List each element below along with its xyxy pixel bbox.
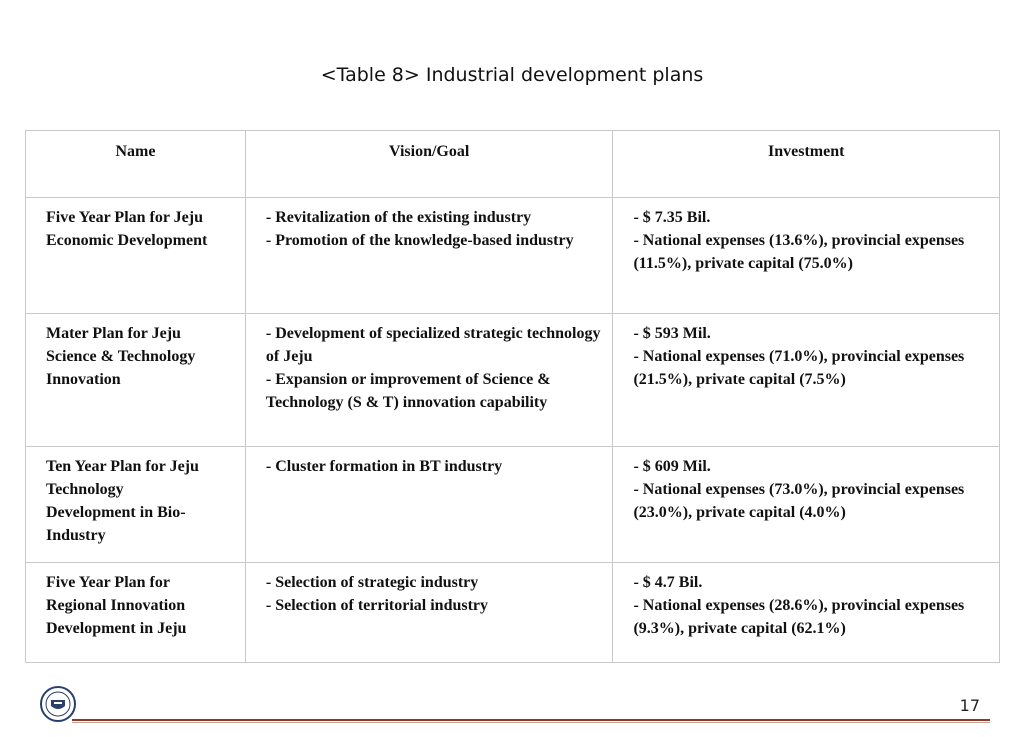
vision-cell: - Development of specialized strategic t… — [244, 313, 614, 447]
investment-cell: - $ 4.7 Bil. - National expenses (28.6%)… — [612, 562, 1000, 663]
footer-divider — [72, 719, 990, 721]
investment-amount: - $ 593 Mil. — [633, 325, 711, 342]
investment-breakdown: - National expenses (73.0%), provincial … — [633, 481, 965, 521]
page-title: <Table 8> Industrial development plans — [320, 64, 704, 86]
plan-name-cell: Five Year Plan for Jeju Economic Develop… — [25, 197, 246, 314]
plan-name-cell: Five Year Plan for Regional Innovation D… — [25, 562, 246, 663]
table-row: Five Year Plan for Regional Innovation D… — [25, 562, 1000, 663]
vision-line: - Promotion of the knowledge-based indus… — [265, 232, 574, 249]
table-row: Five Year Plan for Jeju Economic Develop… — [25, 197, 1000, 314]
investment-amount: - $ 7.35 Bil. — [633, 209, 711, 226]
footer-divider-thin — [72, 722, 990, 723]
vision-line: - Cluster formation in BT industry — [265, 458, 503, 475]
vision-line: - Selection of strategic industry — [265, 574, 479, 591]
plan-name-cell: Mater Plan for Jeju Science & Technology… — [25, 313, 246, 447]
investment-cell: - $ 7.35 Bil. - National expenses (13.6%… — [612, 197, 1000, 314]
investment-amount: - $ 609 Mil. — [633, 458, 711, 475]
header-vision-goal: Vision/Goal — [244, 130, 614, 198]
investment-breakdown: - National expenses (13.6%), provincial … — [633, 232, 965, 272]
table-row: Ten Year Plan for Jeju Technology Develo… — [25, 446, 1000, 563]
investment-breakdown: - National expenses (71.0%), provincial … — [633, 348, 965, 388]
industrial-plans-table: Name Vision/Goal Investment Five Year Pl… — [25, 130, 1000, 663]
vision-cell: - Revitalization of the existing industr… — [244, 197, 614, 314]
vision-line: - Development of specialized strategic t… — [265, 325, 601, 365]
investment-cell: - $ 593 Mil. - National expenses (71.0%)… — [612, 313, 1000, 447]
university-seal-icon — [40, 686, 76, 722]
vision-line: - Selection of territorial industry — [265, 597, 489, 614]
investment-amount: - $ 4.7 Bil. — [633, 574, 703, 591]
header-investment: Investment — [612, 130, 1000, 198]
vision-cell: - Cluster formation in BT industry — [244, 446, 614, 563]
table-row: Mater Plan for Jeju Science & Technology… — [25, 313, 1000, 447]
vision-cell: - Selection of strategic industry - Sele… — [244, 562, 614, 663]
table-header-row: Name Vision/Goal Investment — [25, 130, 1000, 198]
vision-line: - Revitalization of the existing industr… — [265, 209, 532, 226]
header-name: Name — [25, 130, 246, 198]
plan-name-cell: Ten Year Plan for Jeju Technology Develo… — [25, 446, 246, 563]
page-number: 17 — [959, 696, 980, 715]
investment-cell: - $ 609 Mil. - National expenses (73.0%)… — [612, 446, 1000, 563]
vision-line: - Expansion or improvement of Science & … — [265, 371, 551, 411]
investment-breakdown: - National expenses (28.6%), provincial … — [633, 597, 965, 637]
